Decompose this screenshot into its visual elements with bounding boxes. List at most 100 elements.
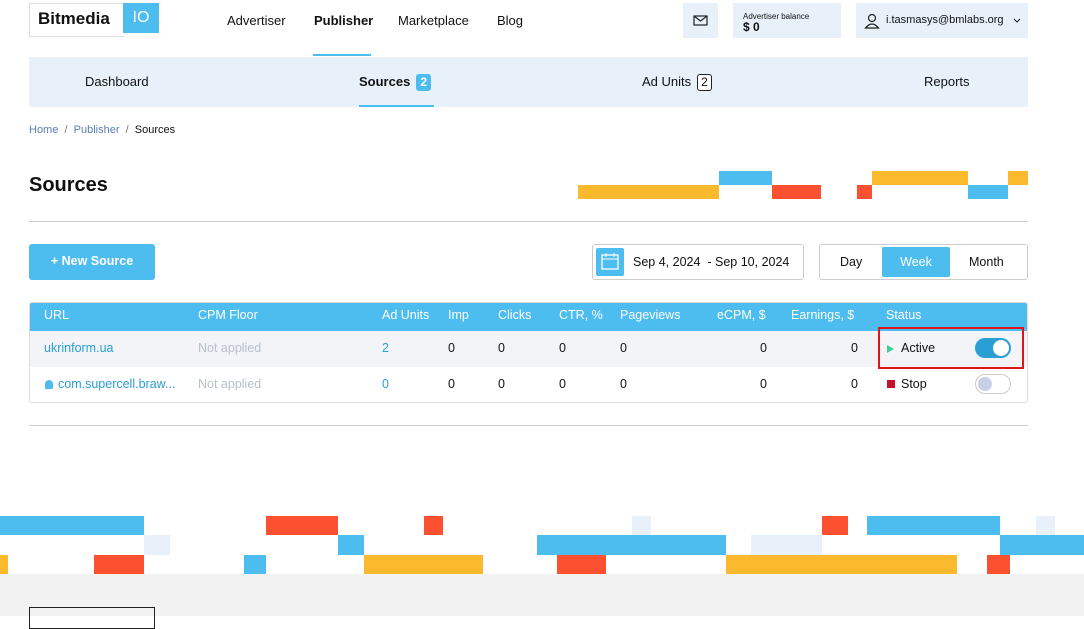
cell: 0: [559, 377, 566, 391]
column-header: Imp: [448, 308, 469, 322]
toggle-knob: [993, 340, 1009, 356]
android-icon: [45, 380, 53, 389]
chevron: [1013, 18, 1021, 23]
column-header: Ad Units: [382, 308, 430, 322]
column-header: Status: [886, 308, 922, 322]
calendar-button: [596, 248, 624, 276]
page-title: Sources: [29, 174, 108, 196]
deco-block: [338, 535, 364, 555]
column-header: CPM Floor: [198, 308, 258, 322]
deco-block: [857, 185, 872, 199]
deco-block: [822, 516, 848, 535]
cell: 0: [620, 377, 627, 391]
footer-logo: [29, 607, 155, 629]
deco-block: [244, 555, 266, 574]
balance-box: Advertiser balance $ 0: [733, 3, 841, 38]
nav-item[interactable]: Blog: [497, 13, 524, 28]
tab[interactable]: Sources 2: [359, 74, 431, 91]
cell: 0: [760, 341, 767, 355]
toggle[interactable]: [975, 338, 1011, 358]
source-url[interactable]: com.supercell.braw...: [58, 377, 176, 391]
period[interactable]: Day: [840, 255, 863, 269]
tab-label: Sources: [359, 74, 411, 89]
cell: 0: [448, 341, 455, 355]
deco-block: [968, 185, 1008, 199]
cell: 0: [851, 341, 858, 355]
cell: Not applied: [198, 377, 262, 391]
logo: Bitmedia: [38, 9, 110, 28]
period[interactable]: Week: [882, 247, 950, 277]
table-row: [30, 331, 1027, 367]
crumb[interactable]: Publisher: [73, 124, 120, 136]
breadcrumb: Home / Publisher / Sources: [29, 124, 176, 136]
page: {"header":{"logo":"Bitmedia","logo_badge…: [0, 3, 1084, 629]
deco-block: [94, 555, 144, 574]
cell: 0: [760, 377, 767, 391]
logo-box: [29, 3, 124, 37]
user-icon: [864, 13, 880, 29]
user-menu[interactable]: i.tasmasys@bmlabs.org: [856, 3, 1028, 38]
deco-block: [424, 516, 443, 535]
cell: Not applied: [198, 341, 262, 355]
divider: [29, 425, 1028, 426]
tab-label: Ad Units: [642, 74, 692, 89]
date-picker[interactable]: Sep 4, 2024 - Sep 10, 2024: [592, 244, 804, 280]
deco-block: [867, 516, 1000, 535]
crumb: Sources: [134, 124, 176, 136]
column-header: Pageviews: [620, 308, 681, 322]
mail-button[interactable]: [683, 3, 718, 38]
column-header: CTR, %: [559, 308, 603, 322]
cell: 0: [448, 377, 455, 391]
deco-block: [1008, 171, 1028, 185]
tab[interactable]: Ad Units 2: [642, 74, 712, 91]
deco-block: [1036, 516, 1055, 535]
cell: 0: [498, 377, 505, 391]
tab-underline: [359, 105, 434, 107]
deco-block: [751, 535, 822, 555]
deco-block: [772, 185, 821, 199]
cell[interactable]: 2: [382, 341, 389, 355]
deco-block: [1000, 535, 1084, 555]
nav-item[interactable]: Advertiser: [227, 13, 286, 28]
table-header: [30, 303, 1027, 331]
toggle[interactable]: [975, 374, 1011, 394]
mail-icon: [693, 15, 708, 26]
new-source-button[interactable]: + New Source: [29, 244, 155, 280]
status: Active: [901, 341, 936, 355]
deco-block: [987, 555, 1010, 574]
deco-block: [266, 516, 338, 535]
column-header: eCPM, $: [717, 308, 766, 322]
table: [29, 302, 1028, 403]
tab[interactable]: Dashboard: [85, 74, 149, 89]
nav-item[interactable]: Publisher: [314, 13, 374, 28]
period[interactable]: Month: [969, 255, 1004, 269]
deco-block: [144, 535, 170, 555]
tab-badge: 2: [697, 74, 712, 91]
column-header: Earnings, $: [791, 308, 855, 322]
calendar-icon: [601, 253, 619, 270]
cell[interactable]: 0: [382, 377, 389, 391]
column-header: Clicks: [498, 308, 532, 322]
period-switch: Day Week Month: [819, 244, 1028, 280]
date-range: Sep 4, 2024 - Sep 10, 2024: [633, 255, 790, 269]
cell: 0: [851, 377, 858, 391]
deco-block: [364, 555, 483, 574]
crumb[interactable]: Home: [29, 124, 59, 136]
deco-block: [537, 535, 726, 555]
cell: 0: [498, 341, 505, 355]
deco-block: [726, 555, 957, 574]
status-icon: [887, 345, 894, 353]
status-icon: [887, 380, 895, 388]
source-url[interactable]: ukrinform.ua: [44, 341, 114, 355]
cell: 0: [559, 341, 566, 355]
nav-item[interactable]: Marketplace: [398, 13, 469, 28]
nav-underline: [313, 54, 371, 56]
tab-bar: [29, 57, 1028, 107]
balance-value: $ 0: [743, 20, 760, 34]
deco-block: [557, 555, 606, 574]
deco-block: [872, 171, 968, 185]
tab-badge: 2: [416, 74, 431, 91]
logo-badge: IO: [123, 3, 159, 33]
user-email: i.tasmasys@bmlabs.org: [886, 14, 1004, 26]
tab[interactable]: Reports: [924, 74, 970, 89]
